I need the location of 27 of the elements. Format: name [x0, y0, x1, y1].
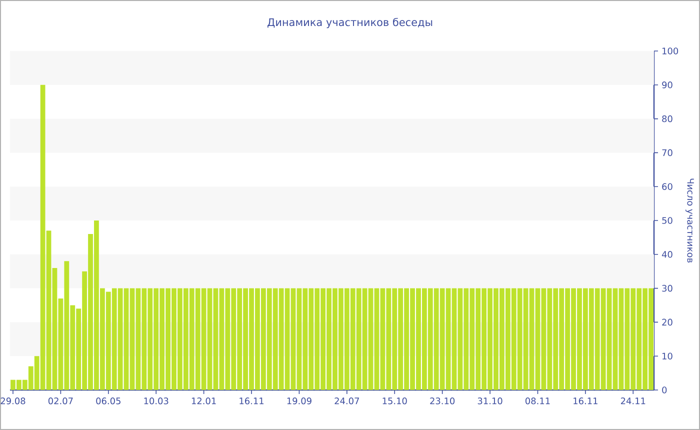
x-tick-label: 23.10 — [430, 398, 455, 404]
y-tick-label: 10 — [662, 352, 672, 360]
chart-title: Динамика участников беседы — [268, 18, 432, 28]
y-tick-label: 30 — [662, 284, 672, 292]
x-tick-label: 29.08 — [0, 398, 26, 404]
x-tick-label: 08.11 — [525, 398, 550, 404]
x-tick-label: 16.11 — [240, 398, 264, 404]
x-tick-label: 02.07 — [48, 398, 73, 404]
y-tick-label: 70 — [662, 149, 672, 156]
y-tick-label: 50 — [662, 217, 672, 224]
x-tick-label: 10.03 — [144, 398, 168, 404]
x-tick-label: 16.11 — [574, 398, 598, 404]
y-tick-label: 60 — [662, 183, 672, 190]
x-tick-label: 19.09 — [287, 398, 312, 404]
x-tick-label: 12.01 — [192, 398, 216, 404]
y-tick-label: 20 — [662, 318, 672, 326]
y-axis-title: Число участников — [685, 178, 694, 263]
x-tick-label: 24.07 — [334, 398, 359, 404]
x-tick-label: 15.10 — [382, 398, 407, 404]
x-tick-label: 06.05 — [96, 398, 120, 404]
y-tick-label: 90 — [662, 82, 672, 88]
y-tick-label: 80 — [662, 115, 672, 122]
y-tick-label: 0 — [662, 386, 667, 394]
y-tick-label: 40 — [662, 251, 672, 258]
x-tick-label: 31.10 — [478, 398, 502, 404]
x-tick-label: 24.11 — [620, 398, 646, 404]
y-tick-label: 100 — [662, 48, 678, 54]
